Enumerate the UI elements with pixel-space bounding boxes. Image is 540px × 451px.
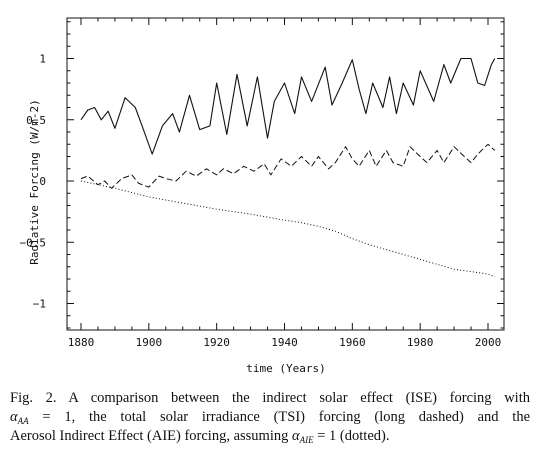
x-tick-label: 1980 <box>407 336 434 349</box>
alpha-symbol: α <box>10 409 18 425</box>
dotted-series-line <box>80 180 495 278</box>
line-chart: 1880 1900 1920 1940 1960 1980 2000−1−0.500.51 … <box>20 17 505 375</box>
x-tick-label: 1940 <box>271 336 298 349</box>
caption-line-2: αAA = 1, the total solar irradiance (TSI… <box>10 408 530 427</box>
x-tick-label: 1900 <box>136 336 163 349</box>
y-tick-label: 0 <box>39 175 46 188</box>
caption-line-3-end: = 1 (dotted). <box>313 428 390 444</box>
x-tick-label: 1880 <box>68 336 95 349</box>
x-tick-label: 2000 <box>475 336 502 349</box>
y-tick-label: −1 <box>33 298 46 311</box>
caption-line-3: Aerosol Indirect Effect (AIE) forcing, a… <box>10 427 530 446</box>
tick-labels: 1880 1900 1920 1940 1960 1980 2000 −1 −0.5 0 0.5 1 <box>20 53 502 350</box>
y-tick-label: 1 <box>39 53 46 66</box>
axis-ticks <box>67 18 504 330</box>
dashed-series-line <box>80 143 496 189</box>
solid-series-line <box>80 57 496 155</box>
plot-frame <box>66 17 505 331</box>
y-tick-label: −0.5 <box>20 236 47 249</box>
figure-caption: Fig. 2. A comparison between the indirec… <box>10 389 530 446</box>
y-tick-label: 0.5 <box>26 114 46 127</box>
x-tick-label: 1960 <box>339 336 366 349</box>
alpha-subscript: AIE <box>299 435 314 445</box>
alpha-subscript: AA <box>17 416 29 426</box>
alpha-symbol: α <box>292 428 300 444</box>
caption-line-1: Fig. 2. A comparison between the indirec… <box>10 390 530 406</box>
x-axis-label: time (Years) <box>246 362 325 375</box>
caption-line-2-text: = 1, the total solar irradiance (TSI) fo… <box>28 409 530 425</box>
plot-frame-rect <box>66 17 505 331</box>
y-axis-label: Radiative Forcing (W/m-2) <box>28 99 41 265</box>
series-lines <box>80 57 496 278</box>
x-tick-label: 1920 <box>203 336 230 349</box>
caption-line-3-start: Aerosol Indirect Effect (AIE) forcing, a… <box>10 428 292 444</box>
